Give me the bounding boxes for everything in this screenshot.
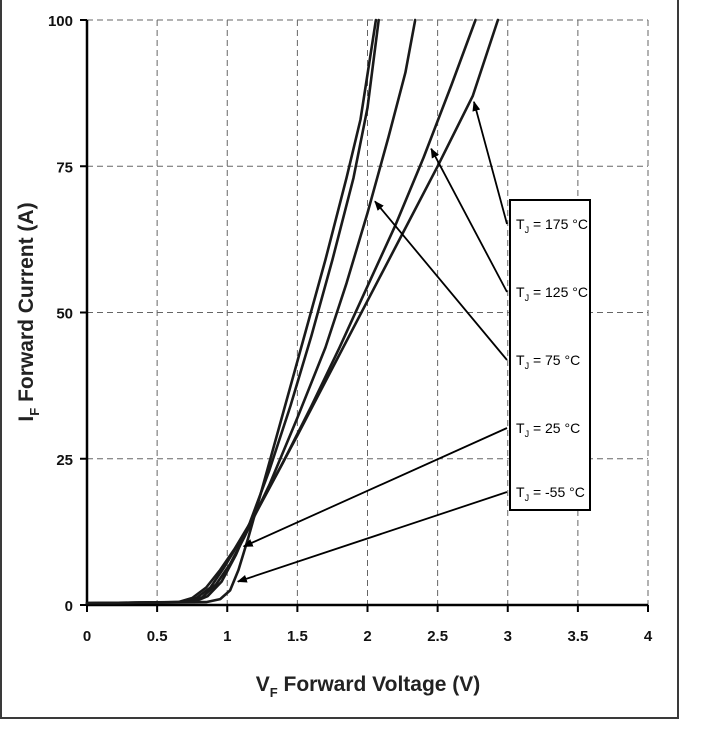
x-tick-label: 0.5	[147, 628, 168, 645]
series-lines	[85, 18, 500, 605]
x-tick-label: 2.5	[427, 628, 448, 645]
legend-box	[509, 199, 591, 511]
y-tick-label: 50	[56, 306, 73, 323]
legend-label: TJ = -55 °C	[516, 484, 585, 503]
x-tick-label: 1.5	[287, 628, 308, 645]
legend-label: TJ = 75 °C	[516, 352, 580, 371]
y-tick-label: 25	[56, 452, 73, 469]
legend-callout-arrow	[236, 491, 508, 583]
series-line	[85, 18, 380, 605]
legend-callout-arrow	[472, 100, 508, 225]
series-line	[85, 18, 477, 605]
x-tick-label: 4	[644, 628, 653, 645]
axes: 0 0.5 1 1.5 2 2.5 3 3.5 4 0 25 50 75 100	[48, 13, 653, 645]
legend-label: TJ = 125 °C	[516, 284, 588, 303]
y-tick-label: 75	[56, 159, 73, 176]
chart-frame	[0, 0, 679, 719]
x-axis-title: VF Forward Voltage (V)	[256, 673, 481, 700]
y-tick-label: 0	[65, 598, 73, 615]
x-tick-label: 3	[504, 628, 512, 645]
legend-callout-arrow	[374, 200, 508, 361]
series-line	[85, 18, 417, 605]
legend-callout-arrow	[430, 147, 508, 293]
legend-label: TJ = 175 °C	[516, 216, 588, 235]
x-tick-label: 1	[223, 628, 231, 645]
y-axis-title: IF Forward Current (A)	[15, 202, 42, 421]
series-line	[85, 18, 378, 605]
y-tick-label: 100	[48, 13, 73, 30]
x-tick-label: 0	[83, 628, 91, 645]
x-tick-label: 2	[363, 628, 371, 645]
legend-label: TJ = 25 °C	[516, 420, 580, 439]
legend-callouts: TJ = 175 °C TJ = 125 °C TJ = 75 °C TJ = 25 …	[236, 100, 591, 583]
x-tick-label: 3.5	[567, 628, 588, 645]
legend-callout-arrow	[242, 427, 508, 548]
